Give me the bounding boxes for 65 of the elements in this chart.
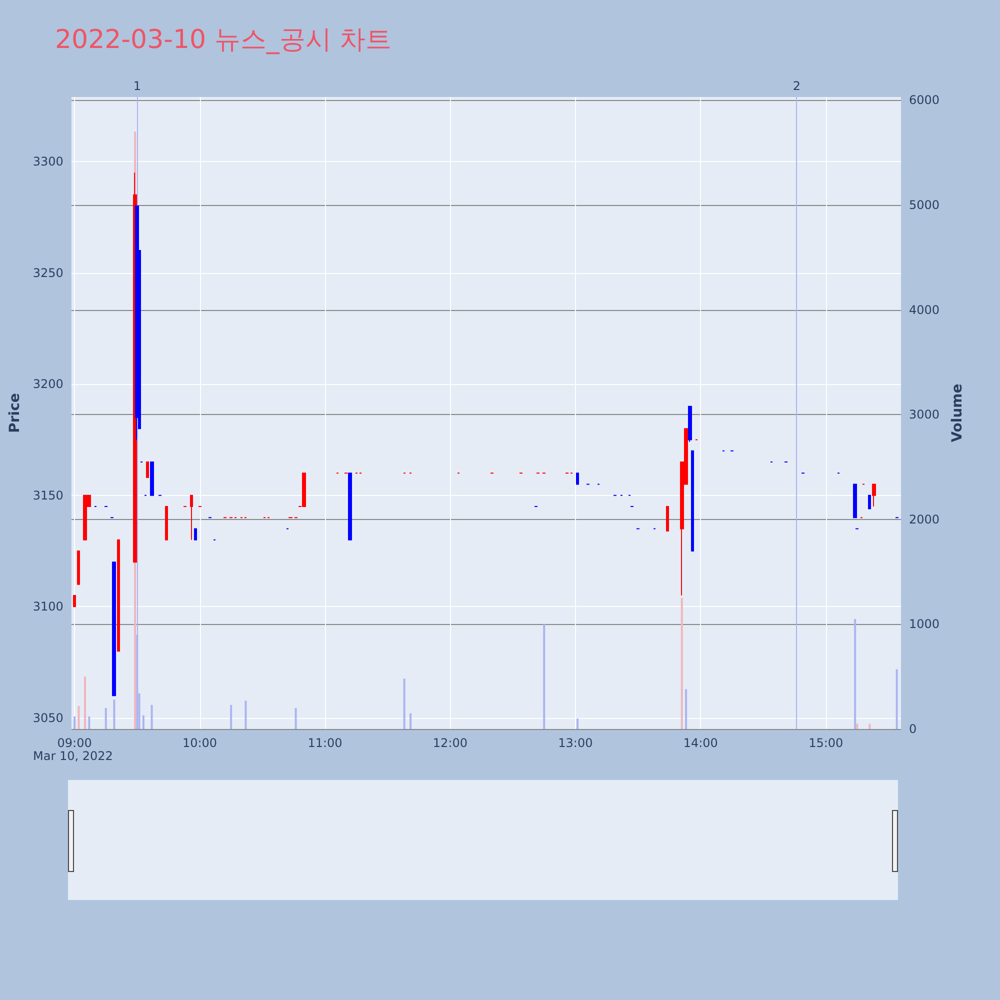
x-tick-label: 15:00: [808, 736, 844, 750]
candlestick: [853, 484, 857, 518]
bar: [856, 724, 858, 729]
candlestick: [190, 494, 193, 540]
bar: [104, 708, 107, 729]
x-tick-label: 12:00: [432, 736, 468, 750]
bar: [84, 676, 86, 729]
x-tick-label: 14:00: [683, 736, 718, 750]
bar: [403, 678, 406, 729]
bar: [78, 706, 80, 729]
y-tick-label: 3300: [32, 154, 64, 169]
candlestick: [117, 539, 120, 652]
bar: [680, 598, 683, 729]
candlestick: [194, 528, 197, 540]
candlestick: [77, 550, 80, 585]
y2-tick-label: 6000: [909, 93, 940, 108]
candlestick: [112, 562, 116, 696]
y2-tick-label: 3000: [909, 408, 940, 422]
chart-title: 2022-03-10 뉴스_공시 차트: [55, 25, 392, 55]
ref-line-label: 1: [133, 79, 141, 93]
x-tick-label: 13:00: [558, 736, 593, 750]
candlestick: [83, 494, 87, 540]
candlestick: [165, 506, 168, 540]
y-axis-title: Price: [7, 393, 23, 433]
candlestick: [868, 494, 871, 510]
bar: [685, 689, 688, 729]
candlestick: [150, 461, 154, 496]
y2-tick-label: 0: [909, 722, 917, 736]
y2-axis-title: Volume: [949, 384, 966, 442]
y2-tick-label: 4000: [909, 302, 940, 317]
bar: [543, 624, 546, 729]
candlestick: [688, 406, 692, 442]
bar: [244, 700, 247, 729]
y-tick-label: 3150: [32, 488, 64, 502]
bar: [854, 618, 856, 729]
y-tick-label: 3050: [32, 710, 64, 725]
y-tick-label: 3100: [32, 600, 64, 614]
bar: [868, 724, 871, 729]
y2-tick-label: 2000: [909, 512, 940, 526]
bar: [410, 713, 412, 729]
bar: [88, 716, 90, 729]
candlestick: [691, 450, 694, 552]
y2-tick-label: 5000: [909, 198, 940, 212]
y2-tick-label: 1000: [909, 617, 940, 632]
bar: [294, 708, 297, 729]
x-tick-label: 10:00: [182, 736, 218, 750]
text: Mar 10, 2022: [33, 749, 113, 763]
bar: [230, 704, 232, 729]
x-tick-label: 09:00: [57, 736, 92, 750]
ref-line-label: 2: [792, 79, 800, 93]
bar: [576, 718, 579, 729]
candlestick: [302, 472, 306, 507]
candlestick: [146, 461, 149, 478]
candlestick: [73, 594, 76, 608]
bar: [113, 700, 116, 729]
y-tick-label: 3200: [32, 377, 64, 392]
bar: [896, 669, 898, 729]
candlestick: [576, 472, 579, 485]
candlestick: [348, 472, 352, 540]
bar: [150, 704, 153, 729]
bar: [74, 716, 76, 729]
candlestick: [872, 484, 876, 507]
x-tick-label: 11:00: [308, 736, 342, 750]
candlestick: [666, 506, 669, 532]
y-tick-label: 3250: [32, 266, 64, 280]
